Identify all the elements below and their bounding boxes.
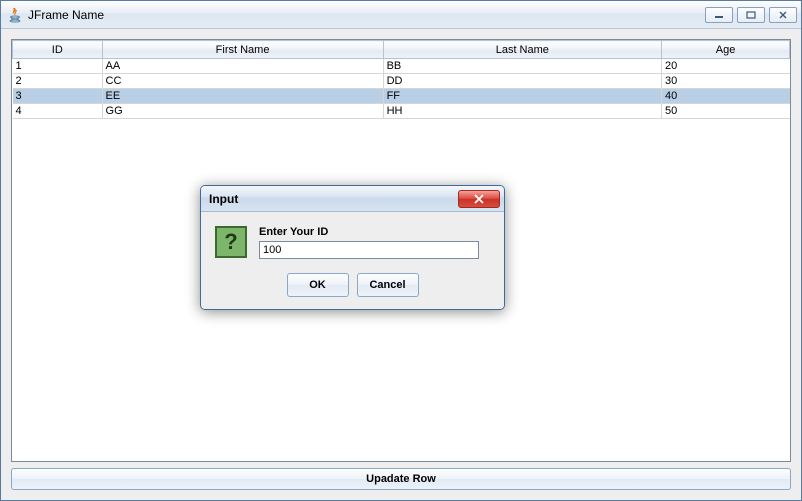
dialog-body: ? Enter Your ID OK Cancel: [201, 212, 504, 309]
table-row[interactable]: 2CCDD30: [13, 74, 790, 89]
table-row[interactable]: 3EEFF40: [13, 89, 790, 104]
table-cell[interactable]: 40: [662, 89, 790, 104]
table-header-row: IDFirst NameLast NameAge: [13, 41, 790, 59]
dialog-title: Input: [209, 192, 458, 206]
close-button[interactable]: [769, 7, 797, 23]
window-title: JFrame Name: [28, 8, 705, 22]
table-row[interactable]: 4GGHH50: [13, 104, 790, 119]
table-row[interactable]: 1AABB20: [13, 59, 790, 74]
table-cell[interactable]: FF: [383, 89, 661, 104]
column-header[interactable]: Age: [662, 41, 790, 59]
column-header[interactable]: First Name: [102, 41, 383, 59]
table-cell[interactable]: 1: [13, 59, 103, 74]
close-icon: [473, 194, 485, 204]
maximize-button[interactable]: [737, 7, 765, 23]
cancel-button[interactable]: Cancel: [357, 273, 419, 297]
table-cell[interactable]: 2: [13, 74, 103, 89]
table-cell[interactable]: 4: [13, 104, 103, 119]
table-cell[interactable]: CC: [102, 74, 383, 89]
dialog-titlebar[interactable]: Input: [201, 186, 504, 212]
update-row-button[interactable]: Upadate Row: [11, 468, 791, 490]
data-table[interactable]: IDFirst NameLast NameAge 1AABB202CCDD303…: [12, 40, 790, 119]
table-cell[interactable]: 30: [662, 74, 790, 89]
table-cell[interactable]: BB: [383, 59, 661, 74]
main-window: JFrame Name IDFirst NameLast NameAge 1AA…: [0, 0, 802, 501]
question-icon: ?: [215, 226, 247, 258]
column-header[interactable]: ID: [13, 41, 103, 59]
minimize-button[interactable]: [705, 7, 733, 23]
table-cell[interactable]: 20: [662, 59, 790, 74]
id-input[interactable]: [259, 241, 479, 259]
titlebar[interactable]: JFrame Name: [1, 1, 801, 29]
dialog-close-button[interactable]: [458, 190, 500, 208]
table-cell[interactable]: DD: [383, 74, 661, 89]
table-cell[interactable]: 3: [13, 89, 103, 104]
column-header[interactable]: Last Name: [383, 41, 661, 59]
table-body[interactable]: 1AABB202CCDD303EEFF404GGHH50: [13, 59, 790, 119]
dialog-prompt: Enter Your ID: [259, 226, 490, 238]
input-dialog: Input ? Enter Your ID OK Canc: [200, 185, 505, 310]
table-cell[interactable]: GG: [102, 104, 383, 119]
window-controls: [705, 7, 797, 23]
table-cell[interactable]: HH: [383, 104, 661, 119]
ok-button[interactable]: OK: [287, 273, 349, 297]
table-cell[interactable]: AA: [102, 59, 383, 74]
java-icon: [7, 7, 23, 23]
content-pane: IDFirst NameLast NameAge 1AABB202CCDD303…: [1, 29, 801, 500]
table-cell[interactable]: 50: [662, 104, 790, 119]
table-cell[interactable]: EE: [102, 89, 383, 104]
